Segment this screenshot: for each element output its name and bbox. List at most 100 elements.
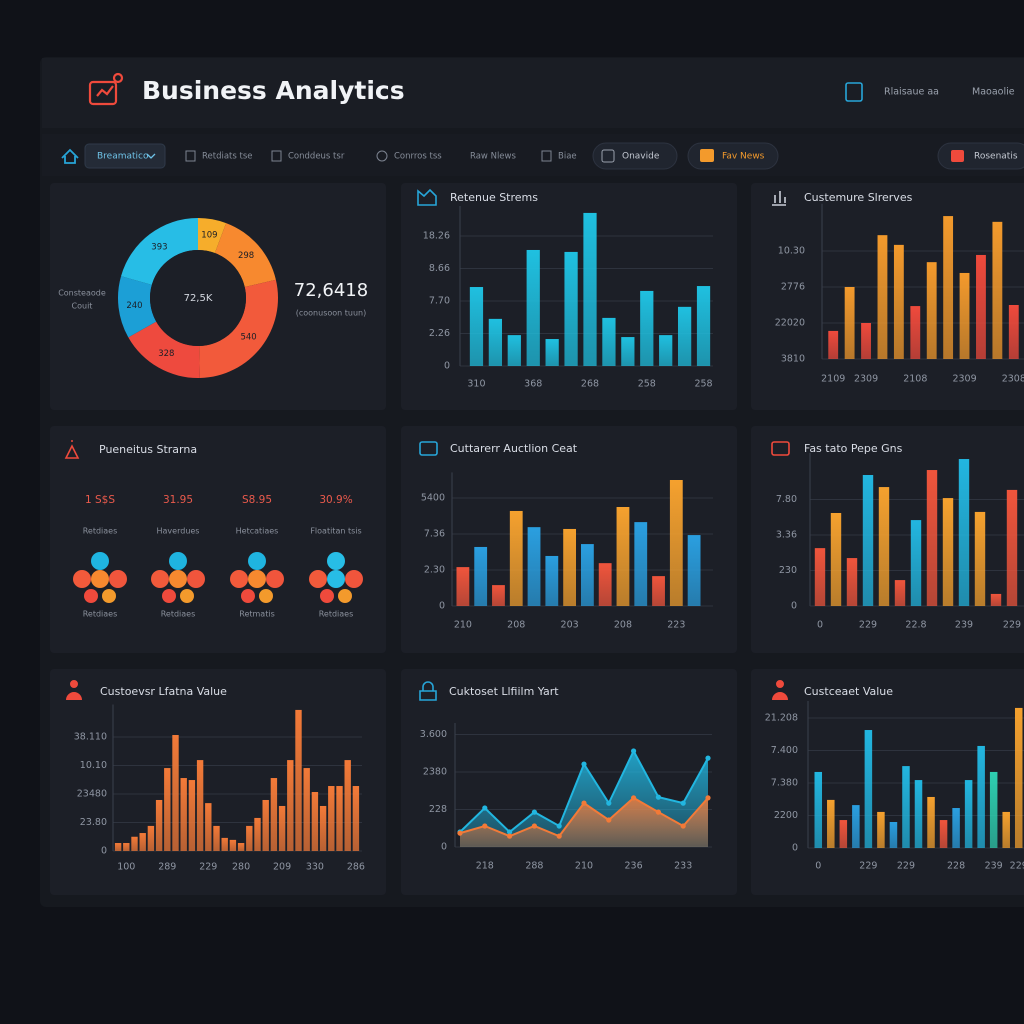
kpi-icon-dot bbox=[345, 570, 363, 588]
kpi-icon-dot bbox=[241, 589, 255, 603]
nav-pill-label[interactable]: Rosenatis bbox=[974, 152, 1018, 162]
y-tick-label: 7.36 bbox=[424, 529, 445, 540]
x-tick-label: 203 bbox=[561, 620, 579, 631]
kpi-value: 1 S$S bbox=[85, 494, 115, 506]
bar bbox=[205, 803, 212, 851]
bar bbox=[696, 286, 711, 366]
kpi-icon-dot bbox=[151, 570, 169, 588]
kpi-icon-dot bbox=[102, 589, 116, 603]
x-tick-label: 2108 bbox=[903, 374, 927, 385]
panel-title: Retenue Strems bbox=[450, 191, 538, 204]
x-tick-label: 258 bbox=[694, 379, 712, 390]
bar bbox=[303, 768, 310, 851]
bar bbox=[545, 555, 559, 606]
kpi-value: 31.95 bbox=[163, 494, 193, 506]
bar bbox=[640, 290, 654, 366]
headline-note: (coonusoon tuun) bbox=[296, 309, 367, 318]
y-tick-label: 23480 bbox=[77, 789, 107, 800]
x-tick-label: 223 bbox=[667, 620, 685, 631]
bar bbox=[545, 339, 559, 366]
bar bbox=[964, 780, 973, 848]
nav-dropdown[interactable] bbox=[84, 143, 166, 169]
area-point bbox=[655, 809, 662, 815]
x-tick-label: 210 bbox=[575, 861, 593, 872]
area-point bbox=[631, 748, 637, 754]
area-point bbox=[631, 795, 637, 801]
donut-segment bbox=[198, 218, 227, 254]
x-tick-label: 0 bbox=[817, 620, 823, 631]
bar bbox=[114, 843, 122, 851]
panel bbox=[50, 669, 386, 895]
donut-caption: Consteaode bbox=[58, 289, 106, 298]
bar bbox=[926, 470, 938, 606]
bar bbox=[278, 805, 286, 851]
bar bbox=[155, 799, 163, 851]
bar bbox=[270, 778, 278, 851]
nav-item[interactable]: Raw Nlews bbox=[470, 152, 516, 162]
home-icon[interactable] bbox=[61, 148, 79, 164]
donut-hole bbox=[150, 250, 246, 346]
bar bbox=[893, 244, 904, 359]
header-link[interactable]: Maoaolie bbox=[972, 87, 1015, 98]
donut-segment bbox=[199, 279, 279, 378]
x-tick-label: 258 bbox=[638, 379, 656, 390]
nav-dropdown-label[interactable]: Breamatico bbox=[97, 152, 149, 162]
kpi-icon-dot bbox=[84, 589, 98, 603]
nav-pill-label[interactable]: Onavide bbox=[622, 152, 660, 162]
x-tick-label: 0 bbox=[815, 861, 821, 872]
x-tick-label: 2308 bbox=[1002, 374, 1024, 385]
bar bbox=[237, 843, 245, 851]
x-tick-label: 22.8 bbox=[905, 620, 926, 631]
bar bbox=[147, 825, 155, 851]
kpi-caption: Retdiaes bbox=[161, 610, 196, 619]
nav-item[interactable]: Biae bbox=[558, 152, 577, 162]
bar bbox=[990, 593, 1002, 606]
bar bbox=[344, 760, 351, 851]
bar bbox=[492, 585, 505, 606]
bar bbox=[469, 287, 484, 366]
kpi-icon-dot bbox=[180, 589, 194, 603]
bar bbox=[507, 335, 521, 366]
nav-item[interactable]: Conrros tss bbox=[394, 152, 442, 162]
nav-pill[interactable] bbox=[937, 142, 1024, 170]
bar bbox=[927, 796, 935, 848]
bar bbox=[894, 580, 906, 606]
x-tick-label: 280 bbox=[232, 862, 250, 873]
x-tick-label: 218 bbox=[476, 861, 494, 872]
nav-icon bbox=[271, 150, 282, 162]
kpi-icon-dot bbox=[338, 589, 352, 603]
bar bbox=[989, 771, 998, 848]
nav-item[interactable]: Conddeus tsr bbox=[288, 152, 345, 162]
kpi-icon-dot bbox=[248, 552, 266, 570]
nav-item[interactable]: Retdiats tse bbox=[202, 152, 253, 162]
area-point bbox=[581, 800, 587, 806]
kpi-caption: Retdiaes bbox=[83, 610, 118, 619]
panel-title: Fas tato Pepe Gns bbox=[804, 442, 903, 455]
kpi-icon-dot bbox=[309, 570, 327, 588]
kpi-caption: Retdiaes bbox=[319, 610, 354, 619]
x-tick-label: 286 bbox=[347, 862, 365, 873]
area-point bbox=[556, 833, 562, 839]
donut-segment bbox=[118, 276, 157, 338]
nav-pill[interactable] bbox=[592, 142, 678, 170]
x-tick-label: 236 bbox=[625, 861, 643, 872]
kpi-icon-dot bbox=[109, 570, 127, 588]
bar bbox=[942, 498, 954, 606]
panel-icon bbox=[771, 441, 790, 456]
bar bbox=[976, 254, 986, 359]
bar bbox=[1006, 489, 1018, 606]
y-tick-label: 2.30 bbox=[424, 565, 445, 576]
bar bbox=[526, 249, 540, 366]
x-tick-label: 209 bbox=[273, 862, 291, 873]
bar bbox=[172, 735, 179, 851]
kpi-icon-dot bbox=[169, 552, 187, 570]
bar bbox=[602, 317, 616, 366]
x-tick-label: 100 bbox=[117, 862, 135, 873]
panel-icon bbox=[66, 680, 82, 700]
nav-pill-label[interactable]: Fav News bbox=[722, 152, 765, 162]
app-title: Business Analytics bbox=[142, 76, 405, 105]
nav-icon bbox=[951, 150, 964, 162]
header-link[interactable]: Rlaisaue aa bbox=[884, 87, 939, 98]
y-tick-label: 0 bbox=[792, 843, 798, 854]
bar bbox=[846, 558, 858, 606]
